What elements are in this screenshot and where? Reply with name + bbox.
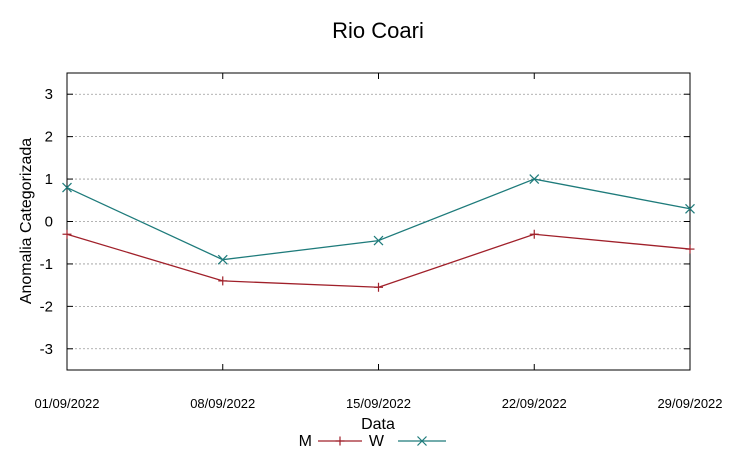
y-tick-label: 0 bbox=[45, 214, 53, 231]
y-tick-label: -2 bbox=[40, 298, 53, 315]
data-point-w bbox=[529, 174, 540, 184]
y-tick-label: -1 bbox=[40, 256, 53, 273]
y-axis-label: Anomalia Categorizada bbox=[18, 138, 35, 304]
y-tick-label: 2 bbox=[45, 129, 53, 146]
series-line-w bbox=[66, 178, 691, 261]
y-tick-label: 3 bbox=[45, 86, 53, 103]
data-point-m bbox=[529, 229, 539, 239]
data-point-m bbox=[218, 276, 228, 286]
data-point-m bbox=[685, 244, 695, 254]
x-tick-label: 01/09/2022 bbox=[34, 396, 99, 411]
data-point-w bbox=[685, 203, 695, 214]
grid-lines bbox=[67, 93, 690, 350]
y-tick-label: 1 bbox=[45, 171, 53, 188]
legend-marker-m bbox=[335, 436, 345, 446]
y-ticks: 3 2 1 0 -1 -2 -3 bbox=[40, 86, 690, 358]
x-tick-label: 29/09/2022 bbox=[657, 396, 722, 411]
series-line-m bbox=[66, 233, 691, 288]
x-tick-label: 15/09/2022 bbox=[346, 396, 411, 411]
y-tick-label: -3 bbox=[40, 341, 53, 358]
x-tick-label: 08/09/2022 bbox=[190, 396, 255, 411]
legend-label: M bbox=[299, 433, 312, 450]
x-tick-label: 22/09/2022 bbox=[502, 396, 567, 411]
data-point-w bbox=[373, 235, 384, 246]
data-point-w bbox=[217, 254, 228, 265]
data-point-m bbox=[374, 282, 383, 292]
legend-label: W bbox=[369, 433, 385, 450]
legend-marker-w bbox=[417, 436, 427, 446]
data-point-w bbox=[62, 182, 72, 193]
x-axis-label: Data bbox=[361, 416, 395, 433]
chart-title: Rio Coari bbox=[332, 18, 424, 43]
data-point-m bbox=[62, 229, 72, 239]
series-lines bbox=[62, 174, 695, 292]
x-ticks: 01/09/2022 08/09/2022 15/09/2022 22/09/2022… bbox=[34, 73, 723, 411]
